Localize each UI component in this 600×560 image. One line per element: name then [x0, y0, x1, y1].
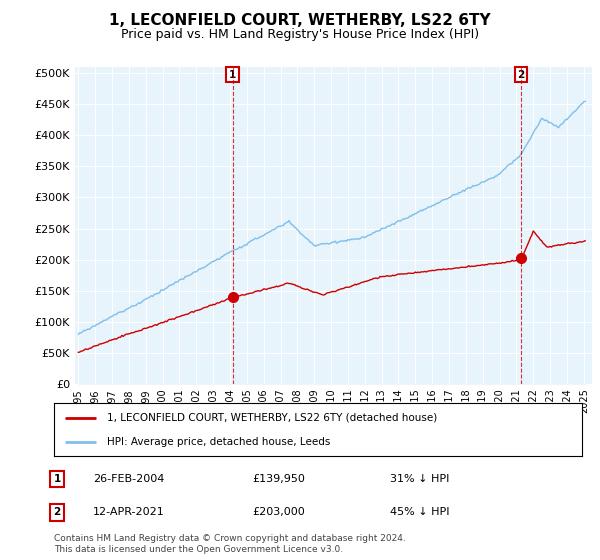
- Text: 2: 2: [53, 507, 61, 517]
- Text: £139,950: £139,950: [252, 474, 305, 484]
- Text: £203,000: £203,000: [252, 507, 305, 517]
- Text: This data is licensed under the Open Government Licence v3.0.: This data is licensed under the Open Gov…: [54, 545, 343, 554]
- Text: 1: 1: [229, 69, 236, 80]
- Text: Price paid vs. HM Land Registry's House Price Index (HPI): Price paid vs. HM Land Registry's House …: [121, 28, 479, 41]
- Text: 12-APR-2021: 12-APR-2021: [93, 507, 165, 517]
- Text: 1: 1: [53, 474, 61, 484]
- Text: 1, LECONFIELD COURT, WETHERBY, LS22 6TY: 1, LECONFIELD COURT, WETHERBY, LS22 6TY: [109, 13, 491, 29]
- Text: 31% ↓ HPI: 31% ↓ HPI: [390, 474, 449, 484]
- Text: 1, LECONFIELD COURT, WETHERBY, LS22 6TY (detached house): 1, LECONFIELD COURT, WETHERBY, LS22 6TY …: [107, 413, 437, 423]
- Text: Contains HM Land Registry data © Crown copyright and database right 2024.: Contains HM Land Registry data © Crown c…: [54, 534, 406, 543]
- Text: HPI: Average price, detached house, Leeds: HPI: Average price, detached house, Leed…: [107, 437, 330, 447]
- Text: 2: 2: [517, 69, 525, 80]
- Text: 45% ↓ HPI: 45% ↓ HPI: [390, 507, 449, 517]
- Text: 26-FEB-2004: 26-FEB-2004: [93, 474, 164, 484]
